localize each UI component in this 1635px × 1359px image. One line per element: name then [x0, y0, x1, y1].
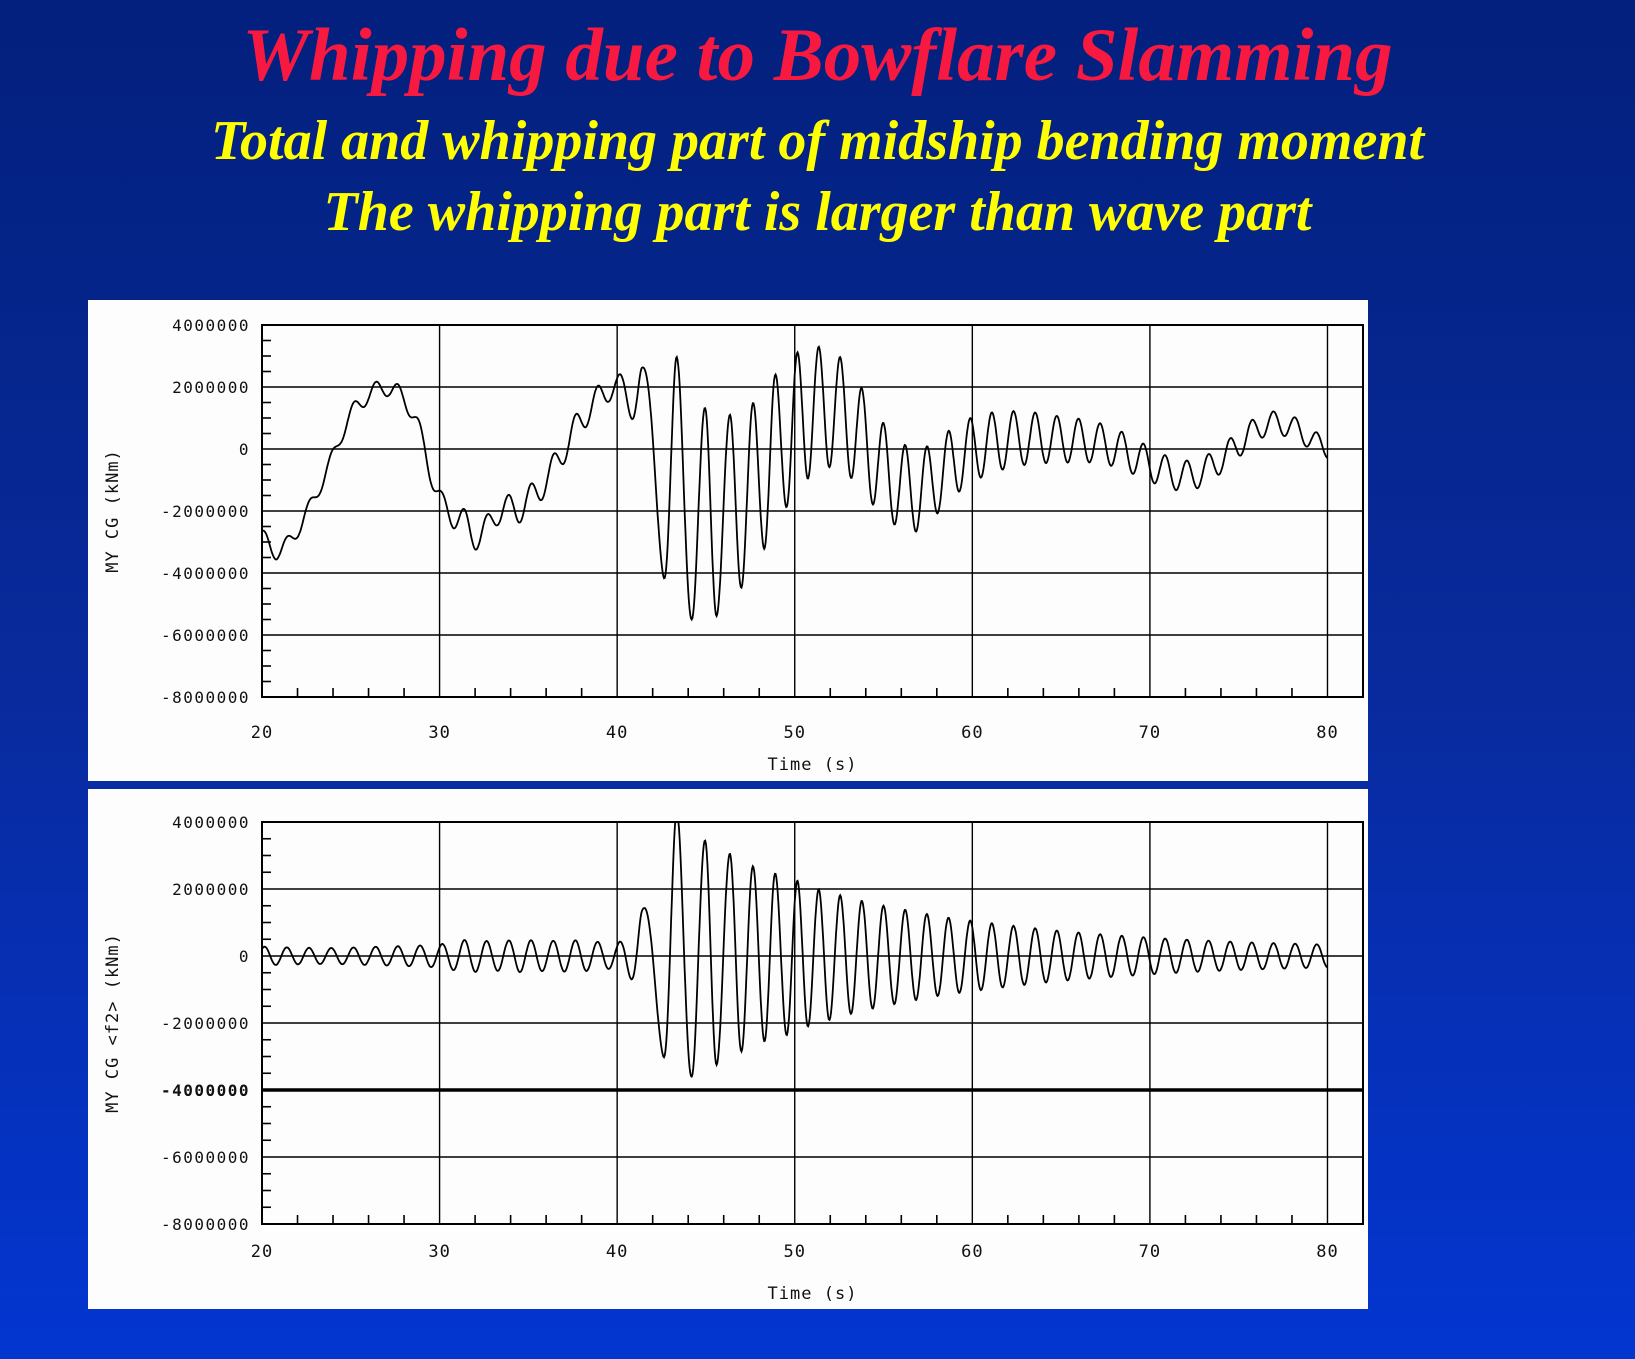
y-tick-label: 0: [239, 440, 250, 459]
y-tick-label: -8000000: [161, 688, 250, 707]
y-tick-label: -2000000: [161, 1014, 250, 1033]
x-tick-label: 80: [1316, 723, 1338, 743]
slide-title: Whipping due to Bowflare Slamming: [242, 14, 1393, 97]
x-tick-label: 40: [606, 723, 628, 743]
y-tick-label: -6000000: [161, 626, 250, 645]
chart-panel-total-moment: 4000000 2000000 0 -2000000 -4000000 -6000000 -…: [88, 300, 1368, 781]
y-tick-label: 2000000: [172, 378, 250, 397]
y-tick-label: 2000000: [172, 880, 250, 899]
y-tick-label: 4000000: [172, 813, 250, 832]
x-tick-label: 50: [783, 723, 805, 743]
y-tick-label: -6000000: [161, 1148, 250, 1167]
x-tick-label: 70: [1139, 1242, 1161, 1262]
x-axis-title: Time (s): [768, 1284, 858, 1304]
x-tick-label: 30: [428, 1242, 450, 1262]
y-axis-title: MY CG (kNm): [103, 449, 123, 573]
series-line: [262, 345, 1329, 622]
y-tick-label: -4000000: [161, 1081, 250, 1100]
y-tick-label: -8000000: [161, 1215, 250, 1234]
subtitle-line-1: Total and whipping part of midship bendi…: [210, 110, 1425, 172]
x-tick-label: 60: [961, 1242, 983, 1262]
x-axis-title: Time (s): [768, 755, 858, 775]
y-tick-label: 0: [239, 947, 250, 966]
series-line: [262, 822, 1328, 1079]
x-tick-label: 70: [1139, 723, 1161, 743]
chart-panel-whipping-moment: 4000000 2000000 0 -2000000 -4000000 -6000000 -…: [88, 789, 1368, 1309]
x-tick-label: 40: [606, 1242, 628, 1262]
y-tick-label: -2000000: [161, 502, 250, 521]
title-block: Whipping due to Bowflare Slamming Total …: [0, 6, 1635, 248]
x-tick-label: 60: [961, 723, 983, 743]
x-tick-label: 50: [783, 1242, 805, 1262]
subtitle-line-2: The whipping part is larger than wave pa…: [323, 181, 1312, 243]
x-tick-label: 30: [428, 723, 450, 743]
x-tick-label: 20: [251, 1242, 273, 1262]
x-tick-label: 80: [1316, 1242, 1338, 1262]
x-tick-label: 20: [251, 723, 273, 743]
whipping-moment-chart: 4000000 2000000 0 -2000000 -4000000 -6000000 -…: [103, 813, 1364, 1304]
y-tick-label: 4000000: [172, 316, 250, 335]
y-axis-title: MY CG <f2> (kNm): [103, 933, 123, 1113]
y-tick-label: -4000000: [161, 564, 250, 583]
total-moment-chart: 4000000 2000000 0 -2000000 -4000000 -6000000 -…: [103, 316, 1364, 775]
